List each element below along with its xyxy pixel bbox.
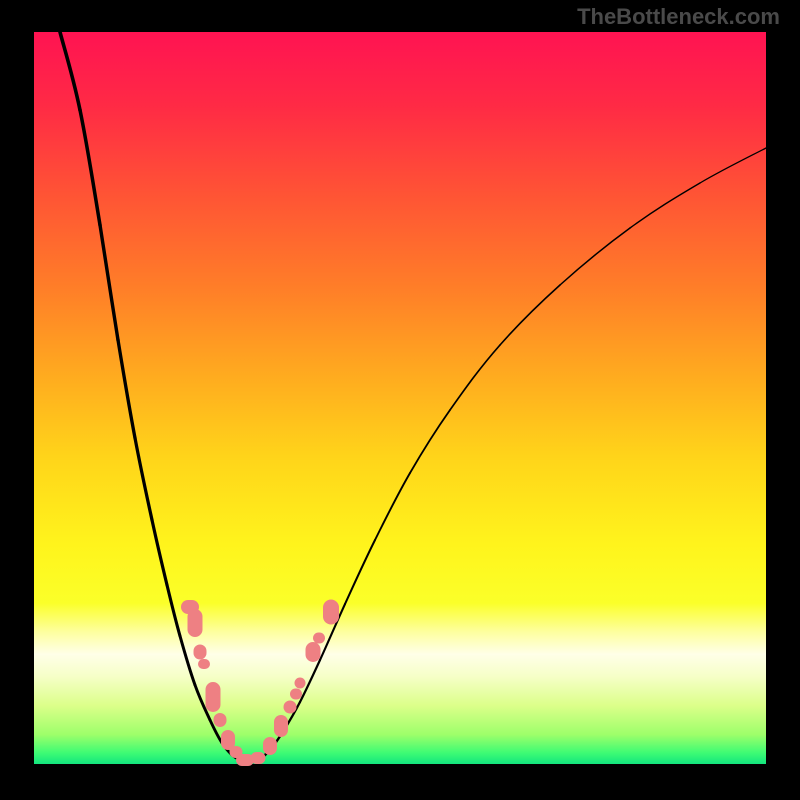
curve-marker [251,752,266,764]
curve-left-seg [100,225,118,340]
curve-right-seg [450,345,500,410]
curve-marker [198,659,210,669]
curve-marker [194,645,207,660]
curve-marker [290,689,302,700]
curve-right-seg [560,228,630,285]
curve-right-seg [700,148,766,183]
curve-right-seg [410,410,450,473]
watermark-text: TheBottleneck.com [577,4,780,30]
curve-left-seg [180,636,195,685]
curve-left-seg [60,32,80,110]
curve-right-seg [345,540,375,604]
curve-marker [295,678,306,689]
curve-left-seg [118,340,135,438]
curve-left-seg [167,585,180,636]
curve-marker [206,682,221,712]
curve-marker [188,609,203,637]
curve-marker [274,715,288,737]
curve-marker [313,633,325,644]
curve-marker [323,600,339,625]
plot-area [34,32,766,764]
curve-marker [263,737,277,755]
curve-left-seg [152,520,167,585]
curve-right-seg [500,285,560,345]
curve-left-seg [135,438,152,520]
chart-svg [0,0,800,800]
curve-marker [214,713,227,727]
curve-right-seg [375,473,410,540]
curve-marker [306,642,321,662]
curve-left-seg [80,110,100,225]
curve-marker [284,701,297,714]
curve-right-seg [630,183,700,228]
